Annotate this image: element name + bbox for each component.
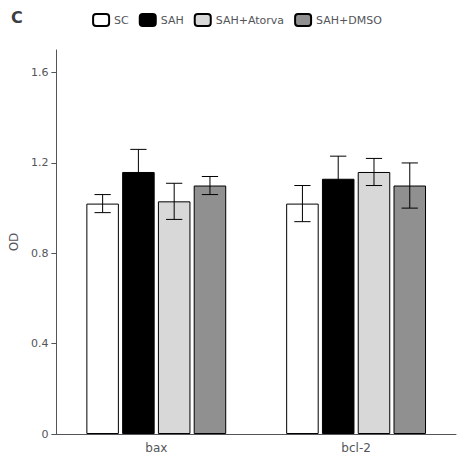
svg-text:0.4: 0.4	[31, 337, 49, 350]
svg-text:1.6: 1.6	[31, 66, 49, 79]
svg-text:0.8: 0.8	[31, 247, 49, 260]
svg-text:SAH+DMSO: SAH+DMSO	[316, 14, 382, 27]
svg-text:C: C	[11, 8, 23, 27]
svg-text:0: 0	[41, 428, 48, 441]
svg-text:bcl-2: bcl-2	[341, 441, 371, 455]
svg-text:SAH: SAH	[161, 14, 184, 27]
svg-text:bax: bax	[145, 441, 167, 455]
svg-text:1.2: 1.2	[31, 156, 49, 169]
svg-text:SC: SC	[114, 14, 129, 27]
svg-text:SAH+Atorva: SAH+Atorva	[216, 14, 284, 27]
svg-text:OD: OD	[7, 233, 21, 252]
